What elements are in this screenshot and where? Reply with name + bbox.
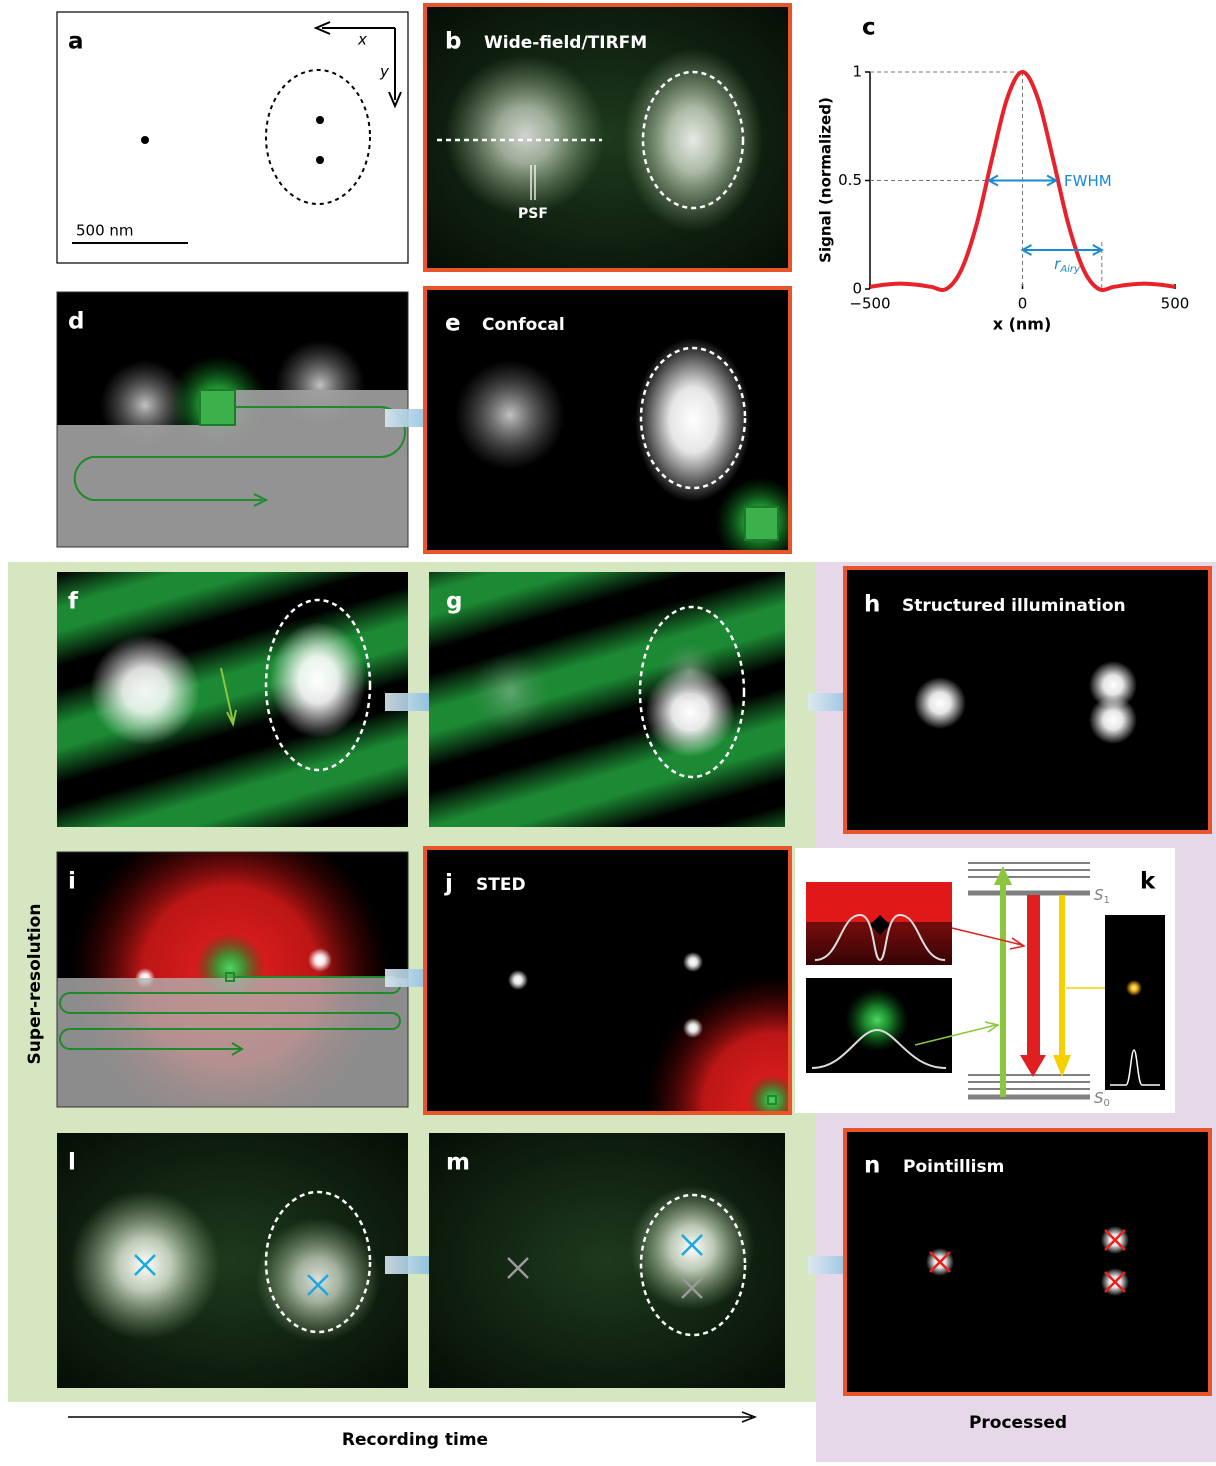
shape-circle [308, 948, 332, 972]
time-axis-label: Recording time [342, 1430, 488, 1450]
shape-ellipse [270, 622, 366, 738]
panel-g-image [429, 572, 785, 827]
panel-label: e [445, 311, 461, 337]
panel-label: f [68, 589, 79, 615]
annotation-subscript: Airy [1059, 264, 1081, 275]
panel-title: Pointillism [903, 1157, 1004, 1177]
panel-n: n Pointillism [845, 1130, 1210, 1394]
panel-label: n [864, 1153, 880, 1179]
shape-circle [316, 156, 324, 164]
panel-b: b Wide-field/TIRFM PSF [425, 5, 790, 270]
shape-circle [1089, 696, 1137, 744]
panel-m-image [429, 1133, 785, 1388]
psf-label: PSF [518, 206, 548, 222]
shape-rect [845, 1130, 1210, 1394]
shape-rect [200, 390, 235, 425]
panel-d: d [57, 292, 408, 547]
panel-label: g [446, 589, 462, 615]
shape-circle [90, 635, 200, 745]
axis-label: y [379, 63, 390, 81]
shape-ellipse [635, 338, 751, 502]
panel-h: h Structured illumination [845, 568, 1210, 832]
scale-bar-label: 500 nm [76, 222, 134, 240]
x-axis-title: x (nm) [993, 315, 1052, 334]
panel-label: l [68, 1150, 76, 1176]
y-axis-title: Signal (normalized) [817, 97, 835, 263]
shape-rect [745, 507, 778, 540]
state-subscript: 0 [1104, 1098, 1110, 1109]
shape-circle [256, 1218, 380, 1342]
panel-l-image [57, 1133, 408, 1388]
side-label: Super-resolution [25, 904, 45, 1065]
state-letter: S [1094, 886, 1104, 904]
annotation-arrow [1023, 245, 1102, 255]
shape-circle [508, 970, 528, 990]
panel-title: Structured illumination [902, 596, 1126, 616]
x-tick-label: 500 [1161, 295, 1190, 313]
panel-label: a [68, 29, 84, 55]
panel-a: a x y 500 nm [57, 12, 408, 263]
x-tick-label: 0 [1018, 295, 1028, 313]
shape-circle [141, 136, 149, 144]
shape-circle [630, 1186, 754, 1310]
panel-m: m [429, 1133, 785, 1388]
shape-circle [470, 652, 550, 732]
panel-f: f [57, 572, 408, 827]
shape-circle [845, 988, 909, 1052]
panel-title: Confocal [482, 315, 565, 335]
panel-label: d [68, 309, 84, 335]
time-arrow [68, 1412, 755, 1422]
panel-label: j [444, 871, 453, 897]
panel-title: STED [476, 875, 526, 895]
panel-label: c [862, 15, 876, 41]
y-tick-label: 0.5 [838, 171, 862, 189]
panel-label: k [1140, 869, 1156, 895]
panel-i: i [57, 815, 408, 1135]
panel-k: k S1 S0 [795, 848, 1175, 1113]
shape-rect [1105, 915, 1165, 1090]
panel-title: Wide-field/TIRFM [484, 33, 647, 53]
processed-label: Processed [969, 1413, 1067, 1433]
panel-label: h [864, 592, 880, 618]
shape-circle [1126, 980, 1142, 996]
annotation-label: FWHM [1064, 172, 1112, 190]
panel-label: b [445, 29, 461, 55]
shape-circle [455, 360, 565, 470]
figure: a x y 500 nm b Wide-field/TIRFM PSF c Si… [0, 0, 1216, 1462]
panel-l: l [57, 1133, 408, 1388]
shape-circle [445, 55, 605, 215]
panel-label: m [446, 1150, 470, 1176]
x-tick-label: −500 [849, 295, 890, 313]
panel-g: g [429, 572, 785, 827]
axis-label: x [357, 31, 367, 49]
state-letter: S [1094, 1089, 1104, 1107]
panel-e: e Confocal [425, 288, 805, 567]
shape-circle [914, 677, 966, 729]
shape-circle [660, 642, 720, 702]
shape-circle [683, 952, 703, 972]
shape-circle [683, 1018, 703, 1038]
shape-circle [316, 116, 324, 124]
y-tick-label: 1 [852, 63, 862, 81]
panel-label: i [68, 869, 76, 895]
panel-f-image [57, 572, 408, 827]
state-subscript: 1 [1104, 895, 1110, 906]
panel-i-image [57, 815, 408, 1135]
